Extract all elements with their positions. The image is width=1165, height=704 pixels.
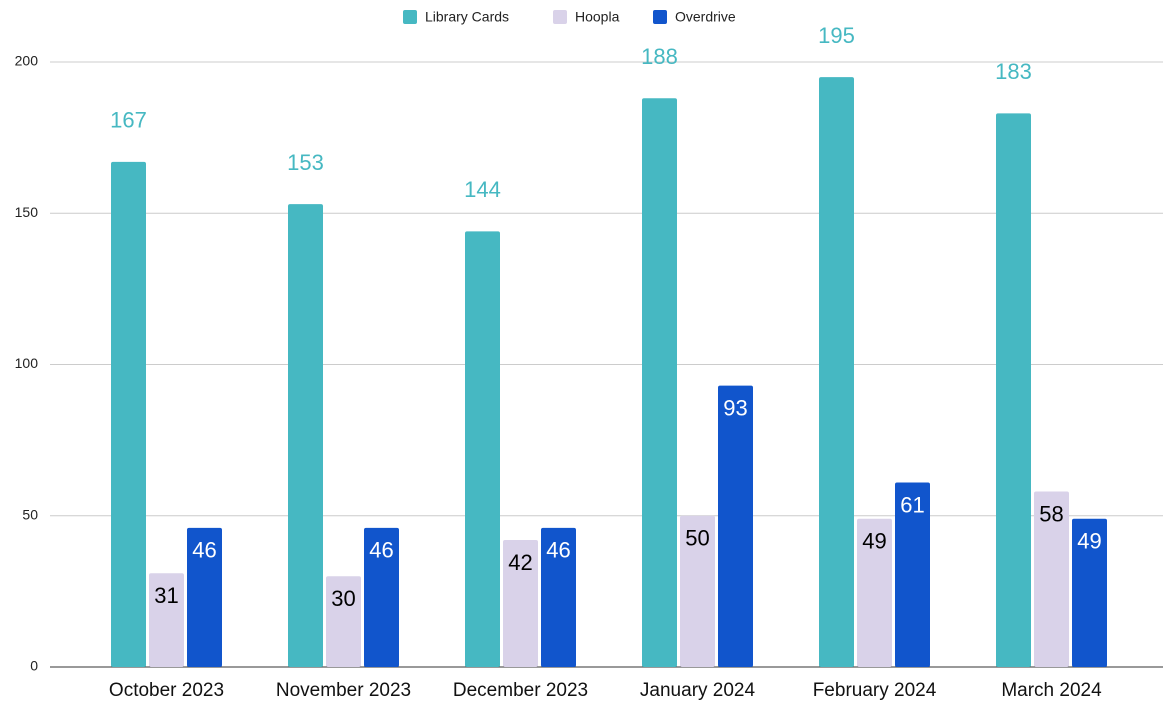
y-tick-label: 100 [15, 355, 39, 371]
y-tick-label: 50 [22, 506, 38, 522]
bar [364, 527, 399, 667]
bar [996, 113, 1031, 668]
data-label: 42 [508, 550, 532, 575]
bar [642, 98, 677, 668]
data-label: 50 [685, 526, 709, 551]
bar [718, 385, 753, 667]
data-label: 58 [1039, 501, 1063, 526]
data-label: 167 [110, 108, 147, 133]
bar [1072, 518, 1107, 667]
x-tick-label: October 2023 [109, 680, 224, 701]
data-label: 46 [192, 538, 216, 563]
data-label: 46 [546, 538, 570, 563]
data-label: 153 [287, 150, 324, 175]
data-label: 46 [369, 538, 393, 563]
y-tick-label: 200 [15, 53, 39, 69]
data-label: 195 [818, 23, 855, 48]
y-tick-label: 0 [30, 658, 38, 674]
bar [1034, 491, 1069, 667]
bar [857, 518, 892, 667]
legend-swatch [553, 10, 567, 24]
bar [503, 539, 538, 667]
bar [465, 231, 500, 667]
data-label: 188 [641, 44, 678, 69]
bar [111, 161, 146, 667]
bar [895, 482, 930, 667]
legend-label: Hoopla [575, 9, 620, 25]
x-tick-label: January 2024 [640, 680, 756, 701]
data-label: 31 [154, 583, 178, 608]
data-label: 93 [723, 395, 747, 420]
data-label: 49 [1077, 529, 1101, 554]
x-tick-label: March 2024 [1001, 680, 1102, 701]
x-tick-label: February 2024 [813, 680, 937, 701]
data-label: 144 [464, 177, 501, 202]
data-label: 61 [900, 492, 924, 517]
y-tick-label: 150 [15, 204, 39, 220]
x-tick-label: November 2023 [276, 680, 411, 701]
bar [288, 204, 323, 668]
data-label: 183 [995, 59, 1032, 84]
legend-label: Overdrive [675, 9, 736, 25]
legend-label: Library Cards [425, 9, 509, 25]
bar [819, 77, 854, 667]
legend-swatch [653, 10, 667, 24]
data-label: 30 [331, 586, 355, 611]
data-label: 49 [862, 529, 886, 554]
x-tick-label: December 2023 [453, 680, 588, 701]
bar [149, 573, 184, 667]
bar [541, 527, 576, 667]
bar [326, 576, 361, 667]
bar [187, 527, 222, 667]
legend-swatch [403, 10, 417, 24]
bar [680, 515, 715, 667]
